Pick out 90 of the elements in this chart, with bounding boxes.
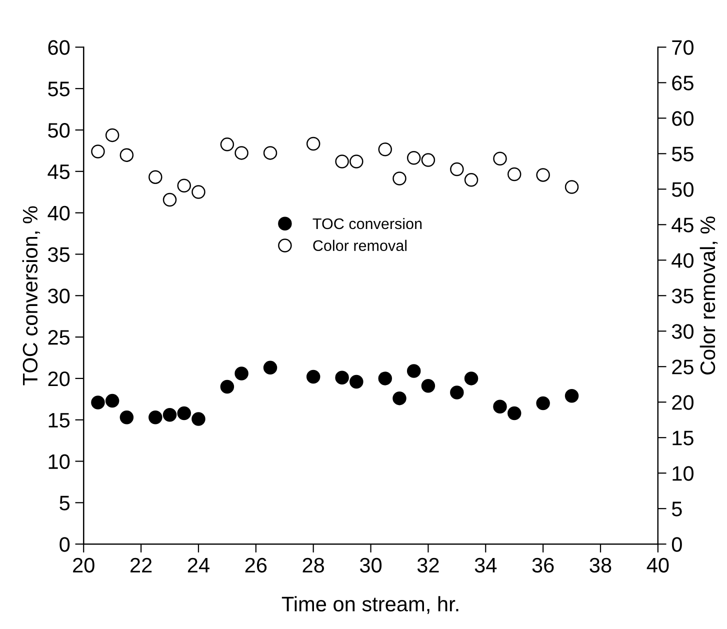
point [234,146,248,160]
y-tick-label: 55 [48,82,70,96]
point [91,396,105,410]
y-axis-title: TOC conversion, % [22,206,40,386]
y-tick-label: 35 [48,247,70,262]
point [464,372,478,386]
point [392,391,406,406]
point [120,148,134,162]
y-tick-label: 30 [48,288,70,304]
point [105,394,120,408]
y2-tick-label: 30 [672,324,694,339]
point [392,172,406,186]
y-tick-label: 40 [48,206,70,221]
y2-tick-label: 50 [672,182,694,197]
point [536,396,550,410]
y2-tick-label: 45 [672,218,694,232]
point [450,162,464,176]
point [192,412,206,426]
x-tick-label: 40 [646,558,669,573]
y-tick-label: 0 [60,537,70,552]
y-tick-label: 15 [48,413,70,428]
point [220,138,234,152]
y2-tick-label: 20 [672,395,694,410]
y2-tick-label: 40 [672,253,694,268]
y2-tick-label: 60 [672,111,694,126]
point [507,167,522,182]
point [177,406,191,420]
point [564,180,579,194]
point [507,406,522,420]
point [192,185,206,199]
point [335,370,349,384]
point [177,178,191,192]
point [421,379,436,393]
x-tick-label: 36 [532,558,554,573]
point [263,146,278,160]
x-tick-label: 32 [417,558,439,573]
y2-tick-label: 0 [672,537,682,552]
y2-tick-label: 70 [672,40,694,55]
point [306,370,320,384]
x-tick-label: 20 [73,558,94,573]
y2-tick-label: 10 [672,466,694,481]
y-tick-label: 5 [60,496,70,510]
y2-tick-label: 15 [672,430,694,446]
y-tick-label: 10 [48,454,70,470]
y-tick-label: 25 [48,330,70,345]
point [493,400,507,414]
x-tick-label: 22 [130,558,152,572]
legend-label: Color removal [313,240,406,252]
x-tick-label: 30 [360,558,382,573]
y2-tick-label: 65 [672,76,694,90]
point [148,170,162,184]
point [335,154,349,168]
point [378,142,392,156]
y2-tick-label: 25 [672,360,694,374]
point [406,364,421,378]
x-tick-label: 34 [474,558,497,573]
y-tick-label: 45 [48,164,70,180]
x-axis-title: Time on stream, hr. [282,596,458,614]
point [450,386,464,400]
x-tick-label: 26 [245,558,267,573]
y-tick-label: 50 [48,122,70,138]
point [120,410,134,424]
point [536,168,550,182]
x-tick-label: 38 [590,558,612,573]
point [263,360,278,375]
x-tick-label: 24 [188,558,210,572]
point [162,192,177,207]
point [350,154,364,168]
point [148,410,162,424]
point [162,408,177,422]
y2-tick-label: 55 [672,146,694,162]
point [464,173,478,187]
point [91,144,105,158]
point [306,136,320,151]
point [350,374,364,389]
x-tick-label: 28 [302,558,324,573]
point [378,372,392,386]
point [406,151,421,165]
point [564,388,579,403]
point [421,153,436,167]
point [234,366,248,380]
point [220,380,234,394]
y2-axis-title: Color removal, % [700,216,718,374]
y-tick-label: 60 [48,40,70,55]
point [493,152,507,166]
y-tick-label: 20 [48,371,70,386]
point [105,128,120,142]
legend-label: TOC conversion [312,218,422,230]
y2-tick-label: 35 [672,288,694,304]
y2-tick-label: 5 [672,502,682,516]
